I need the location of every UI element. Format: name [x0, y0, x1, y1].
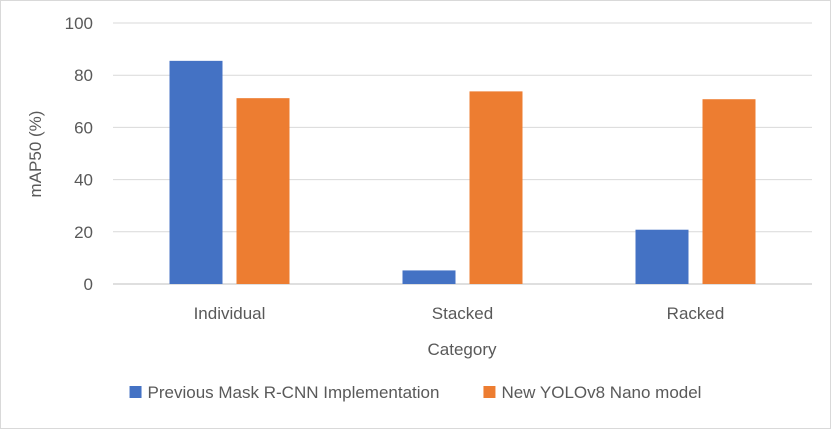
legend-label: Previous Mask R-CNN Implementation — [148, 383, 440, 402]
y-tick-label: 60 — [74, 118, 93, 137]
x-category-label: Racked — [667, 304, 725, 323]
legend-label: New YOLOv8 Nano model — [501, 383, 701, 402]
x-category-label: Stacked — [432, 304, 493, 323]
x-axis-title: Category — [428, 340, 497, 359]
bar-individual-series-2 — [236, 98, 290, 284]
y-tick-label: 100 — [65, 14, 93, 33]
legend-swatch — [483, 386, 496, 398]
x-category-labels: Individual Stacked Racked — [194, 304, 725, 323]
y-axis-title: mAP50 (%) — [26, 111, 45, 198]
bar-individual-series-1 — [169, 60, 223, 284]
bar-stacked-series-1 — [402, 270, 456, 284]
y-tick-label: 0 — [84, 275, 93, 294]
legend-item: Previous Mask R-CNN Implementation — [129, 383, 440, 402]
y-tick-label: 20 — [74, 223, 93, 242]
gridlines — [113, 22, 812, 285]
legend-swatch — [129, 386, 142, 398]
bar-racked-series-1 — [635, 229, 689, 284]
y-tick-label: 40 — [74, 171, 93, 190]
bar-stacked-series-2 — [469, 91, 523, 284]
bars — [169, 60, 756, 284]
legend-item: New YOLOv8 Nano model — [483, 383, 701, 402]
bar-racked-series-2 — [702, 99, 756, 284]
legend: Previous Mask R-CNN Implementation New YO… — [129, 383, 701, 402]
y-tick-label: 80 — [74, 66, 93, 85]
x-category-label: Individual — [194, 304, 266, 323]
y-tick-labels: 0 20 40 60 80 100 — [65, 14, 93, 294]
